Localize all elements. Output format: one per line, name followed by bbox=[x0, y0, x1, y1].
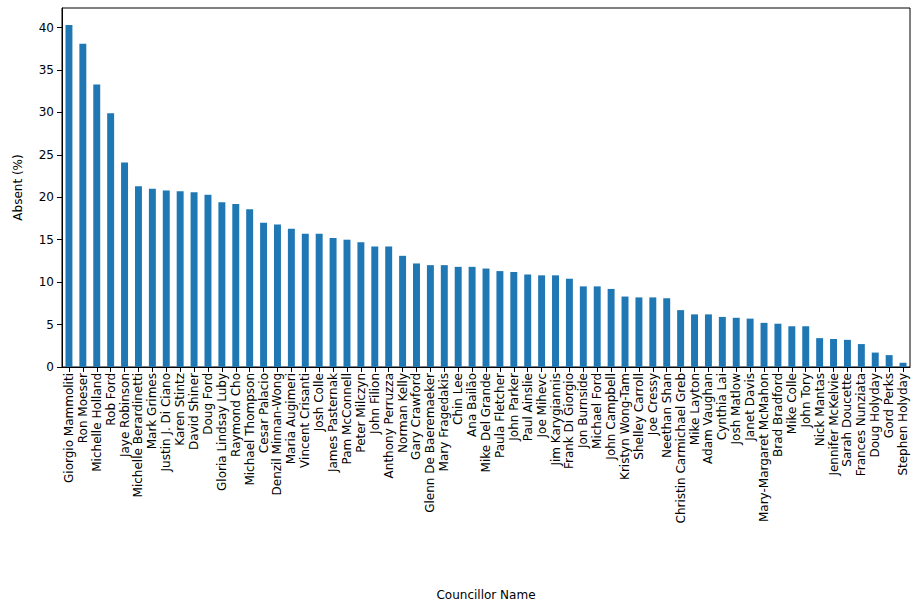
svg-text:0: 0 bbox=[46, 360, 54, 374]
svg-text:Pam McConnell: Pam McConnell bbox=[340, 373, 354, 465]
svg-text:Frank Di Giorgio: Frank Di Giorgio bbox=[562, 373, 576, 469]
svg-text:Justin J. Di Ciano: Justin J. Di Ciano bbox=[159, 373, 173, 472]
svg-text:40: 40 bbox=[39, 21, 54, 35]
svg-text:Rob Ford: Rob Ford bbox=[104, 373, 118, 426]
svg-text:Christin Carmichael Greb: Christin Carmichael Greb bbox=[674, 373, 688, 524]
svg-text:Sarah Doucette: Sarah Doucette bbox=[840, 373, 854, 467]
svg-text:Mark Grimes: Mark Grimes bbox=[145, 373, 159, 449]
svg-text:Doug Ford: Doug Ford bbox=[201, 373, 215, 435]
svg-text:Jim Karygiannis: Jim Karygiannis bbox=[549, 373, 563, 467]
svg-text:Michael Thompson: Michael Thompson bbox=[243, 373, 257, 486]
svg-text:Shelley Carroll: Shelley Carroll bbox=[632, 373, 646, 460]
svg-text:Mary Fragedakis: Mary Fragedakis bbox=[437, 373, 451, 471]
svg-text:Ron Moeser: Ron Moeser bbox=[76, 373, 90, 443]
svg-text:Glenn De Baeremaeker: Glenn De Baeremaeker bbox=[423, 373, 437, 513]
svg-text:Norman Kelly: Norman Kelly bbox=[396, 373, 410, 453]
svg-text:John Campbell: John Campbell bbox=[604, 373, 618, 461]
svg-text:Josh Colle: Josh Colle bbox=[312, 373, 326, 432]
svg-text:Janet Davis: Janet Davis bbox=[743, 373, 757, 442]
svg-text:Josh Matlow: Josh Matlow bbox=[729, 373, 743, 446]
svg-text:Joe Cressy: Joe Cressy bbox=[646, 373, 660, 436]
svg-text:Ana Bailão: Ana Bailão bbox=[465, 373, 479, 437]
svg-text:Vincent Crisanti: Vincent Crisanti bbox=[298, 373, 312, 468]
svg-text:Mike Layton: Mike Layton bbox=[688, 373, 702, 445]
svg-text:Cesar Palacio: Cesar Palacio bbox=[257, 373, 271, 453]
svg-text:Doug Holyday: Doug Holyday bbox=[868, 373, 882, 458]
svg-text:Jennifer McKelvie: Jennifer McKelvie bbox=[827, 373, 841, 477]
svg-text:35: 35 bbox=[39, 63, 54, 77]
svg-text:20: 20 bbox=[39, 190, 54, 204]
svg-text:John Tory: John Tory bbox=[799, 373, 813, 429]
svg-text:Jaye Robinson: Jaye Robinson bbox=[118, 373, 132, 458]
svg-text:Karen Stintz: Karen Stintz bbox=[173, 373, 187, 446]
svg-text:Denzil Minnan-Wong: Denzil Minnan-Wong bbox=[270, 373, 284, 495]
svg-text:Peter Milczyn: Peter Milczyn bbox=[354, 373, 368, 453]
svg-text:Neethan Shan: Neethan Shan bbox=[660, 373, 674, 458]
svg-text:Stephen Holyday: Stephen Holyday bbox=[896, 373, 910, 476]
svg-text:Kristyn Wong-Tam: Kristyn Wong-Tam bbox=[618, 373, 632, 480]
svg-text:James Pasternak: James Pasternak bbox=[326, 373, 340, 473]
svg-text:25: 25 bbox=[39, 148, 54, 162]
svg-text:David Shiner: David Shiner bbox=[187, 373, 201, 450]
svg-text:Anthony Perruzza: Anthony Perruzza bbox=[382, 373, 396, 478]
svg-text:Mike Colle: Mike Colle bbox=[785, 373, 799, 434]
svg-text:Paula Fletcher: Paula Fletcher bbox=[493, 373, 507, 458]
svg-text:15: 15 bbox=[39, 233, 54, 247]
svg-text:5: 5 bbox=[46, 318, 54, 332]
svg-text:Brad Bradford: Brad Bradford bbox=[771, 373, 785, 457]
svg-text:Gloria Lindsay Luby: Gloria Lindsay Luby bbox=[215, 373, 229, 491]
svg-text:10: 10 bbox=[39, 275, 54, 289]
svg-text:Joe Mihevc: Joe Mihevc bbox=[535, 373, 549, 438]
svg-text:Chin Lee: Chin Lee bbox=[451, 373, 465, 425]
svg-text:John Filion: John Filion bbox=[368, 373, 382, 435]
svg-text:John Parker: John Parker bbox=[507, 373, 521, 442]
svg-text:30: 30 bbox=[39, 105, 54, 119]
svg-text:Frances Nunziata: Frances Nunziata bbox=[854, 373, 868, 476]
svg-text:Cynthia Lai: Cynthia Lai bbox=[715, 373, 729, 440]
svg-text:Absent (%): Absent (%) bbox=[11, 154, 25, 220]
svg-text:Mary-Margaret McMahon: Mary-Margaret McMahon bbox=[757, 373, 771, 522]
svg-text:Jon Burnside: Jon Burnside bbox=[576, 373, 590, 449]
svg-text:Adam Vaughan: Adam Vaughan bbox=[701, 373, 715, 464]
svg-text:Giorgio Mammoliti: Giorgio Mammoliti bbox=[62, 373, 76, 483]
svg-text:Michelle Holland: Michelle Holland bbox=[90, 373, 104, 472]
svg-text:Nick Mantas: Nick Mantas bbox=[813, 373, 827, 446]
svg-text:Gord Perks: Gord Perks bbox=[882, 373, 896, 438]
svg-text:Gary Crawford: Gary Crawford bbox=[409, 373, 423, 460]
svg-text:Councillor Name: Councillor Name bbox=[436, 588, 535, 602]
svg-text:Paul Ainslie: Paul Ainslie bbox=[521, 373, 535, 441]
svg-text:Mike Del Grande: Mike Del Grande bbox=[479, 373, 493, 472]
svg-text:Michael Ford: Michael Ford bbox=[590, 373, 604, 449]
svg-text:Raymond Cho: Raymond Cho bbox=[229, 373, 243, 457]
svg-text:Maria Augimeri: Maria Augimeri bbox=[284, 373, 298, 464]
svg-text:Michelle Berardinetti: Michelle Berardinetti bbox=[131, 373, 145, 497]
